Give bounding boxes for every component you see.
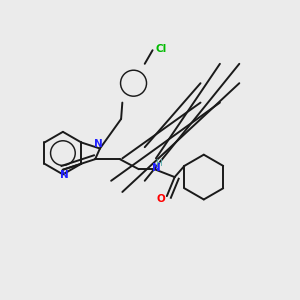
Text: N: N xyxy=(152,163,161,173)
Text: O: O xyxy=(157,194,166,204)
Text: Cl: Cl xyxy=(156,44,167,54)
Text: N: N xyxy=(94,139,103,148)
Text: N: N xyxy=(60,170,69,180)
Text: H: H xyxy=(155,158,162,167)
